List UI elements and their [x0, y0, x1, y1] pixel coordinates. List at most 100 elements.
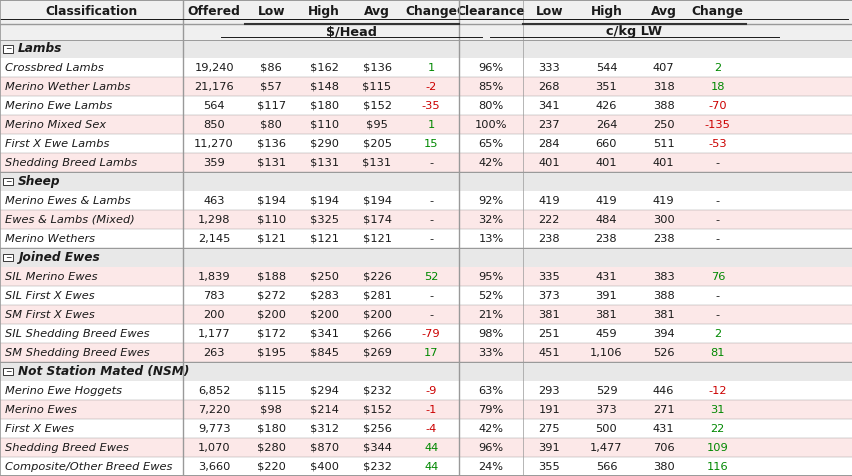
Text: -79: -79	[422, 328, 440, 338]
Text: $188: $188	[256, 272, 285, 282]
Text: Classification: Classification	[45, 5, 138, 18]
Text: $152: $152	[362, 405, 391, 415]
Text: $/Head: $/Head	[326, 25, 377, 38]
Text: $110: $110	[256, 215, 285, 225]
Text: $283: $283	[309, 291, 338, 301]
Text: -12: -12	[708, 386, 726, 396]
Text: -: -	[429, 234, 433, 244]
Text: $152: $152	[362, 101, 391, 111]
Text: -53: -53	[708, 139, 726, 149]
Text: $180: $180	[309, 101, 338, 111]
Text: 1,177: 1,177	[198, 328, 230, 338]
Text: 391: 391	[538, 443, 560, 453]
Text: 401: 401	[652, 158, 674, 168]
Text: -135: -135	[704, 120, 730, 130]
Text: $200: $200	[362, 310, 391, 320]
Text: 451: 451	[538, 347, 560, 357]
Text: 351: 351	[595, 82, 617, 92]
Text: 333: 333	[538, 63, 560, 73]
Text: $136: $136	[362, 63, 391, 73]
Text: $214: $214	[309, 405, 338, 415]
Text: $281: $281	[362, 291, 391, 301]
Text: -: -	[429, 310, 433, 320]
Text: 401: 401	[595, 158, 617, 168]
Text: High: High	[590, 5, 622, 18]
Text: 268: 268	[538, 82, 560, 92]
Text: -: -	[715, 291, 719, 301]
Text: 100%: 100%	[474, 120, 507, 130]
Text: $180: $180	[256, 424, 285, 434]
Text: −: −	[5, 178, 11, 186]
Text: Low: Low	[535, 5, 562, 18]
Text: -9: -9	[425, 386, 436, 396]
Text: 95%: 95%	[478, 272, 503, 282]
Text: 706: 706	[652, 443, 674, 453]
Text: $280: $280	[256, 443, 285, 453]
Text: 2: 2	[713, 328, 721, 338]
Text: 446: 446	[652, 386, 674, 396]
Text: 459: 459	[595, 328, 617, 338]
Text: 238: 238	[595, 234, 617, 244]
Text: 381: 381	[595, 310, 617, 320]
Text: 388: 388	[652, 101, 674, 111]
Text: $845: $845	[309, 347, 338, 357]
Text: $195: $195	[256, 347, 285, 357]
Text: Joined Ewes: Joined Ewes	[18, 251, 100, 264]
Bar	[0, 115, 852, 134]
Text: 238: 238	[652, 234, 674, 244]
Text: Clearance: Clearance	[456, 5, 525, 18]
Text: 251: 251	[538, 328, 560, 338]
Bar	[0, 457, 852, 476]
Text: 463: 463	[203, 196, 225, 206]
Text: Merino Wether Lambs: Merino Wether Lambs	[5, 82, 130, 92]
Text: 85%: 85%	[478, 82, 503, 92]
Text: 564: 564	[203, 101, 225, 111]
Text: 394: 394	[652, 328, 674, 338]
Text: SIL Shedding Breed Ewes: SIL Shedding Breed Ewes	[5, 328, 149, 338]
Text: 22: 22	[710, 424, 724, 434]
Text: 484: 484	[595, 215, 617, 225]
Text: Change: Change	[405, 5, 457, 18]
Text: First X Ewes: First X Ewes	[5, 424, 74, 434]
Text: 65%: 65%	[478, 139, 503, 149]
Text: 42%: 42%	[478, 158, 503, 168]
Text: Merino Wethers: Merino Wethers	[5, 234, 95, 244]
Text: 431: 431	[652, 424, 674, 434]
Text: 15: 15	[423, 139, 438, 149]
Text: SIL Merino Ewes: SIL Merino Ewes	[5, 272, 97, 282]
Text: 191: 191	[538, 405, 560, 415]
Text: 511: 511	[652, 139, 674, 149]
Text: 373: 373	[595, 405, 617, 415]
Bar	[0, 134, 852, 153]
Text: 1: 1	[427, 120, 435, 130]
Text: 419: 419	[652, 196, 674, 206]
Text: 359: 359	[203, 158, 225, 168]
Text: -1: -1	[425, 405, 436, 415]
Text: 660: 660	[595, 139, 617, 149]
Text: $205: $205	[362, 139, 391, 149]
Text: $98: $98	[260, 405, 282, 415]
Text: $110: $110	[309, 120, 338, 130]
Text: $400: $400	[309, 462, 338, 472]
Text: 1,477: 1,477	[590, 443, 622, 453]
Text: 76: 76	[710, 272, 724, 282]
Text: $220: $220	[256, 462, 285, 472]
Text: $162: $162	[309, 63, 338, 73]
Text: 6,852: 6,852	[198, 386, 230, 396]
Text: 373: 373	[538, 291, 560, 301]
Text: 355: 355	[538, 462, 560, 472]
Text: 33%: 33%	[478, 347, 503, 357]
Text: 526: 526	[652, 347, 674, 357]
Text: 1,839: 1,839	[198, 272, 230, 282]
Text: 237: 237	[538, 120, 560, 130]
Text: 1,070: 1,070	[198, 443, 230, 453]
Text: 44: 44	[423, 462, 438, 472]
Text: $294: $294	[309, 386, 338, 396]
Text: 426: 426	[595, 101, 617, 111]
Bar	[0, 305, 852, 324]
Text: $86: $86	[260, 63, 282, 73]
Text: 200: 200	[203, 310, 225, 320]
Text: $250: $250	[309, 272, 338, 282]
Bar	[0, 97, 852, 115]
Text: -: -	[429, 215, 433, 225]
